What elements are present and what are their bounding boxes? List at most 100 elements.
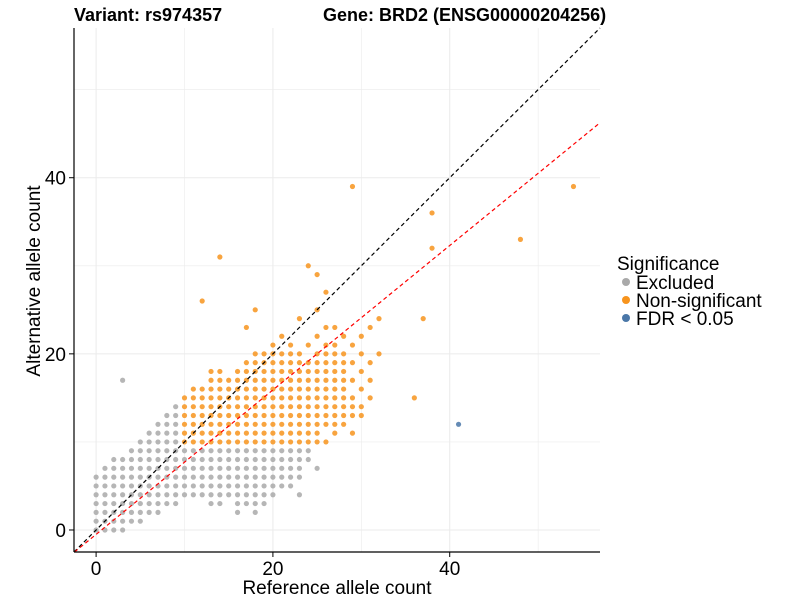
data-point bbox=[261, 483, 267, 489]
data-point bbox=[120, 483, 126, 489]
data-point bbox=[349, 412, 356, 419]
data-point bbox=[226, 386, 232, 392]
x-tick-label: 40 bbox=[439, 559, 460, 580]
data-point bbox=[208, 474, 214, 480]
reference-line-identity bbox=[73, 27, 601, 553]
data-point bbox=[429, 245, 435, 251]
data-point bbox=[323, 412, 329, 419]
data-point bbox=[305, 439, 311, 445]
data-point bbox=[296, 465, 303, 471]
data-point bbox=[208, 500, 214, 507]
data-point bbox=[137, 492, 143, 498]
data-point bbox=[341, 351, 347, 357]
data-point bbox=[305, 386, 311, 392]
data-point bbox=[296, 412, 303, 419]
data-point bbox=[323, 342, 329, 348]
data-point bbox=[279, 483, 285, 489]
data-point bbox=[190, 412, 196, 419]
data-point bbox=[102, 500, 108, 507]
data-point bbox=[243, 324, 249, 331]
data-point bbox=[279, 456, 285, 463]
data-point bbox=[137, 456, 143, 463]
data-point bbox=[279, 395, 285, 401]
data-point bbox=[261, 439, 267, 445]
data-point bbox=[226, 465, 232, 471]
data-point bbox=[164, 421, 170, 427]
data-point bbox=[164, 448, 170, 454]
data-point bbox=[252, 386, 258, 392]
title-variant: Variant: rs974357 bbox=[74, 5, 222, 25]
axis-ticks: 0 20 40 0 20 40 bbox=[45, 169, 460, 580]
data-point bbox=[252, 439, 258, 445]
data-point bbox=[323, 421, 329, 427]
data-point bbox=[358, 386, 364, 392]
data-point bbox=[128, 483, 135, 489]
data-point bbox=[270, 360, 276, 366]
data-point bbox=[243, 404, 249, 410]
data-point bbox=[314, 386, 320, 392]
data-point bbox=[181, 492, 188, 498]
data-point bbox=[367, 360, 373, 366]
legend-swatch bbox=[622, 296, 630, 304]
data-point bbox=[217, 456, 223, 463]
data-point bbox=[367, 395, 373, 401]
data-point bbox=[314, 404, 320, 410]
data-point bbox=[217, 483, 223, 489]
data-point bbox=[243, 412, 249, 419]
data-point bbox=[128, 509, 135, 515]
data-point bbox=[217, 386, 223, 392]
data-point bbox=[190, 456, 196, 463]
data-point bbox=[261, 465, 267, 471]
data-point bbox=[164, 500, 170, 507]
data-point bbox=[208, 386, 214, 392]
data-point bbox=[332, 421, 338, 427]
data-point bbox=[120, 518, 126, 524]
data-point bbox=[296, 439, 303, 445]
data-point bbox=[181, 404, 188, 410]
data-point bbox=[199, 474, 205, 480]
data-point bbox=[137, 509, 143, 515]
data-point bbox=[181, 412, 188, 419]
data-point bbox=[137, 500, 143, 507]
axes bbox=[73, 28, 600, 553]
data-point bbox=[296, 421, 303, 427]
data-point bbox=[111, 465, 117, 471]
data-point bbox=[341, 386, 347, 392]
data-point bbox=[199, 483, 205, 489]
data-point bbox=[296, 474, 303, 480]
data-point bbox=[296, 368, 303, 375]
data-point bbox=[173, 439, 179, 445]
data-point bbox=[111, 527, 117, 533]
data-point bbox=[173, 412, 179, 419]
data-point bbox=[270, 430, 276, 436]
data-point bbox=[323, 368, 329, 375]
data-point bbox=[367, 324, 373, 331]
data-point bbox=[102, 474, 108, 480]
data-point bbox=[305, 377, 311, 383]
data-point bbox=[341, 404, 347, 410]
data-point bbox=[243, 465, 249, 471]
data-point bbox=[234, 404, 241, 410]
data-point bbox=[323, 386, 329, 392]
data-point bbox=[155, 500, 161, 507]
data-point bbox=[234, 395, 241, 401]
data-point bbox=[190, 492, 196, 498]
data-point bbox=[243, 439, 249, 445]
data-point bbox=[296, 316, 303, 322]
data-point bbox=[287, 360, 294, 366]
data-point bbox=[102, 483, 108, 489]
data-point bbox=[199, 430, 205, 436]
y-tick-label: 20 bbox=[45, 345, 66, 366]
data-point bbox=[341, 395, 347, 401]
data-point bbox=[234, 465, 241, 471]
data-point bbox=[146, 456, 152, 463]
data-point bbox=[314, 377, 320, 383]
legend-label: FDR < 0.05 bbox=[636, 309, 734, 330]
data-point bbox=[296, 386, 303, 392]
data-point bbox=[120, 456, 126, 463]
data-point bbox=[570, 183, 577, 190]
data-point bbox=[164, 483, 170, 489]
data-point bbox=[199, 412, 205, 419]
data-point bbox=[287, 465, 294, 471]
grid-lines bbox=[74, 28, 600, 552]
